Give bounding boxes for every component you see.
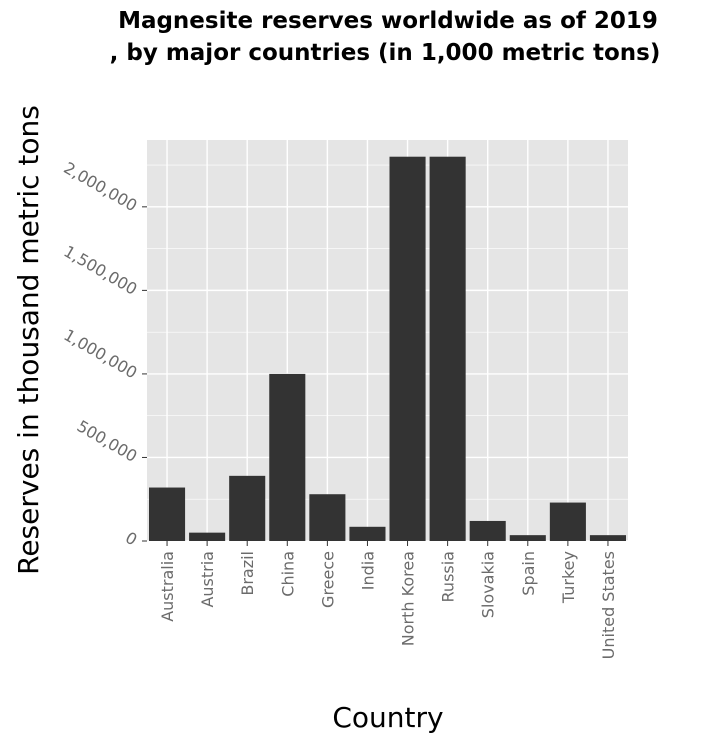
- bar: [269, 373, 306, 541]
- bar: [589, 535, 626, 541]
- x-axis-title: Country: [332, 701, 443, 734]
- plot-panel: [147, 140, 628, 541]
- y-axis-title: Reserves in thousand metric tons: [12, 105, 45, 575]
- y-axis: 0 500,000 1,000,000 1,500,000 2,000,000: [60, 158, 147, 549]
- x-tick-label: Turkey: [559, 551, 578, 604]
- bar: [469, 520, 506, 541]
- bar: [149, 487, 186, 541]
- x-tick-label: India: [358, 551, 377, 590]
- y-tick-label: 1,500,000: [60, 242, 140, 299]
- bar: [429, 156, 466, 542]
- y-tick-label: 1,000,000: [60, 325, 140, 382]
- x-tick-label: Spain: [519, 551, 538, 596]
- x-tick-label: North Korea: [399, 551, 418, 646]
- bar: [309, 494, 346, 541]
- y-tick-label: 0: [122, 528, 140, 550]
- y-tick-label: 500,000: [74, 416, 141, 466]
- x-tick-label: Austria: [198, 551, 217, 608]
- x-tick-label: Slovakia: [479, 551, 498, 618]
- bar: [189, 532, 226, 541]
- chart-title-line-2: , by major countries (in 1,000 metric to…: [110, 40, 661, 66]
- x-tick-label: Brazil: [238, 551, 257, 596]
- x-tick-label: Russia: [439, 551, 458, 602]
- x-tick-label: China: [278, 551, 297, 597]
- bar: [389, 156, 426, 542]
- y-tick-label: 2,000,000: [60, 158, 140, 215]
- x-tick-label: Australia: [158, 551, 177, 622]
- bar: [549, 502, 586, 541]
- bars: [149, 156, 626, 542]
- bar: [349, 526, 386, 541]
- x-tick-label: United States: [599, 551, 618, 659]
- x-axis: Australia Austria Brazil China Greece India No…: [158, 541, 618, 659]
- x-tick-label: Greece: [318, 551, 337, 608]
- bar: [229, 475, 266, 541]
- bar: [509, 535, 546, 541]
- chart-title-line-1: Magnesite reserves worldwide as of 2019: [118, 8, 658, 34]
